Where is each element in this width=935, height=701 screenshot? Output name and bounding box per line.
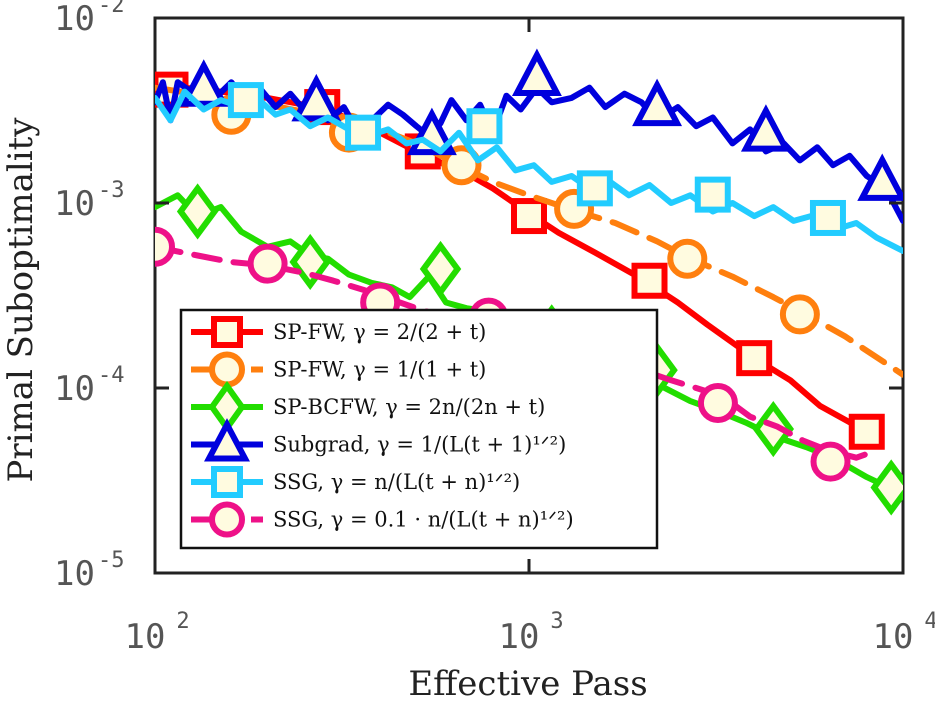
legend-swatch-marker [209,351,245,388]
data-point [511,198,547,235]
data-point [779,294,820,335]
y-axis-label: Primal Suboptimality [1,117,41,483]
y-tick-exponent: -3 [98,178,125,203]
data-point [176,183,219,240]
legend-label: SSG, γ = n/(L(t + n)¹ᐟ²) [273,470,520,494]
data-point [848,413,885,450]
data-point [697,382,738,423]
x-tick-exponent: 4 [924,609,935,634]
data-point [752,400,795,458]
data-point [345,114,382,151]
legend-entry: Subgrad, γ = 1/(L(t + 1)¹ᐟ²) [191,418,566,462]
legend-swatch-marker [204,418,250,462]
data-point [740,104,791,152]
data-point [809,199,846,236]
y-tick-exponent: -5 [98,548,125,573]
data-point [155,226,175,267]
data-point [736,340,773,377]
data-point [178,59,229,107]
data-point [441,145,482,186]
x-tick-label: 10 [873,617,914,657]
data-point [227,82,264,119]
x-tick-exponent: 2 [176,609,189,634]
data-point [632,78,683,127]
x-axis-label: Effective Pass [408,664,647,701]
x-tick-label: 10 [499,617,540,657]
data-point [466,108,503,145]
legend: SP-FW, γ = 2/(2 + t) SP-FW, γ = 1/(1 + t)… [179,308,659,550]
x-tick-label: 10 [125,617,166,657]
data-point [857,153,903,201]
tick-layer: 10 2 10 3 10 410 -210 -310 -410 -5 [54,0,935,657]
data-point [511,48,562,96]
y-tick-label: 10 [54,554,95,594]
series-line [155,88,903,254]
legend-label: SP-BCFW, γ = 2n/(2n + t) [273,395,545,419]
data-point [291,73,342,122]
legend-swatch-marker [209,501,245,538]
legend-swatch-marker [211,466,243,498]
data-point [870,459,903,516]
series-4 [155,48,903,224]
data-point [810,441,851,482]
legend-label: Subgrad, γ = 1/(L(t + 1)¹ᐟ²) [273,433,566,457]
series-5 [155,82,903,254]
y-tick-label: 10 [54,369,95,409]
y-tick-label: 10 [54,0,95,39]
legend-swatch-marker [211,316,243,348]
y-tick-exponent: -2 [98,0,125,18]
legend-label: SSG, γ = 0.1 · n/(L(t + n)¹ᐟ²) [273,508,574,532]
legend-entry: SSG, γ = n/(L(t + n)¹ᐟ²) [191,466,520,498]
data-point [419,240,462,298]
legend-box [179,308,659,550]
legend-entry: SSG, γ = 0.1 · n/(L(t + n)¹ᐟ²) [191,501,574,538]
data-point [631,262,668,299]
data-point [667,238,708,279]
data-point [576,170,613,207]
x-tick-exponent: 3 [550,609,563,634]
y-tick-exponent: -4 [98,363,125,388]
legend-entry: SP-FW, γ = 2/(2 + t) [191,316,486,348]
y-tick-label: 10 [54,184,95,224]
legend-label: SP-FW, γ = 1/(1 + t) [273,358,486,382]
data-point [694,176,731,213]
legend-label: SP-FW, γ = 2/(2 + t) [273,320,486,344]
data-point [247,243,288,284]
data-point [289,233,331,291]
legend-entry: SP-FW, γ = 1/(1 + t) [191,351,486,388]
